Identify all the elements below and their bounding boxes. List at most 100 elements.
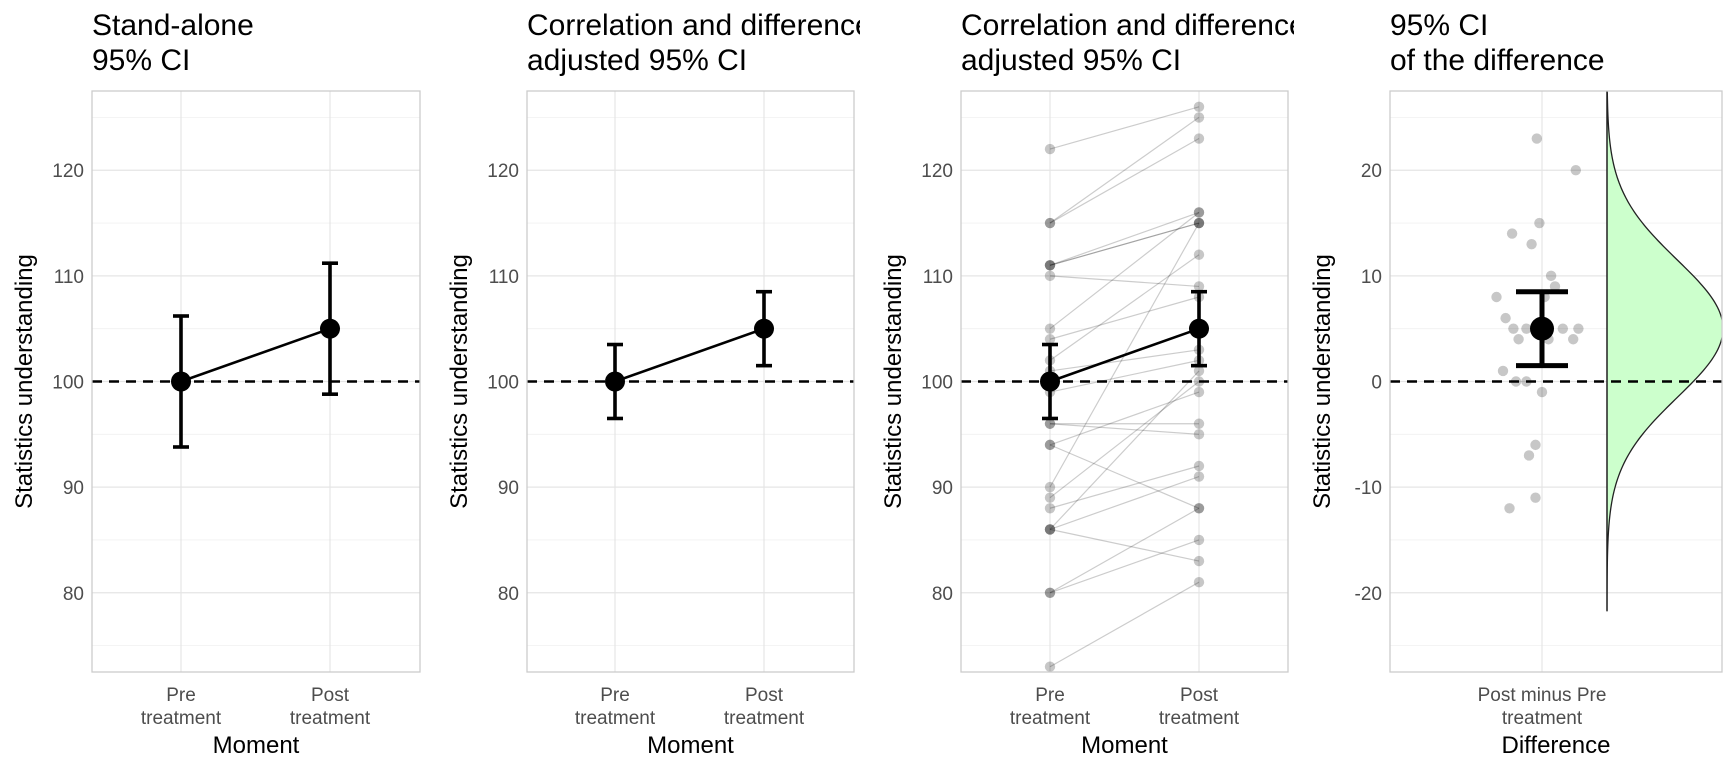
y-tick-label: 110 <box>54 267 84 288</box>
y-axis-title: Statistics understanding <box>446 254 473 509</box>
panel-border <box>91 90 421 673</box>
data-point <box>1506 228 1518 239</box>
paired-line <box>1049 254 1200 361</box>
paired-line <box>1049 528 1200 562</box>
y-tick-label: 120 <box>487 161 519 182</box>
data-point <box>1531 133 1543 144</box>
data-point <box>1044 481 1056 493</box>
data-point <box>1044 661 1056 672</box>
data-point <box>1044 260 1056 271</box>
mean-point <box>1040 371 1060 392</box>
data-point <box>1193 281 1205 292</box>
data-point <box>1523 450 1535 461</box>
data-point <box>1193 217 1205 229</box>
y-tick-label: 90 <box>63 478 84 499</box>
data-point <box>1193 429 1205 440</box>
data-point <box>1044 418 1056 429</box>
data-point <box>1044 587 1056 598</box>
y-tick-label: 110 <box>923 267 953 288</box>
y-tick-label: 120 <box>921 161 953 182</box>
data-point <box>1530 492 1541 503</box>
paired-line <box>1049 423 1200 435</box>
data-point <box>1044 217 1056 229</box>
data-point <box>1044 260 1056 271</box>
data-point <box>1530 439 1541 451</box>
y-tick-label: 80 <box>498 584 519 605</box>
panel-border <box>960 90 1289 673</box>
data-point <box>1193 555 1205 567</box>
panel-title-line: 95% CI <box>1390 9 1488 42</box>
data-point <box>1044 524 1056 535</box>
panel-title-line: adjusted 95% CI <box>961 44 1181 77</box>
x-tick-label: treatment <box>724 708 805 729</box>
panel-title-line: adjusted 95% CI <box>527 44 747 77</box>
paired-line <box>1049 465 1200 509</box>
y-tick-label: 100 <box>52 373 84 394</box>
data-point <box>1193 207 1205 218</box>
mean-line <box>180 327 331 383</box>
y-tick-label: 10 <box>1361 267 1382 288</box>
data-point <box>1193 133 1205 144</box>
y-tick-label: 20 <box>1361 161 1382 182</box>
paired-line <box>1049 476 1200 530</box>
y-axis-title: Statistics understanding <box>880 254 907 509</box>
paired-line <box>1049 222 1200 266</box>
plot-area <box>527 91 854 672</box>
panel-border <box>526 90 855 673</box>
data-point <box>1573 323 1584 334</box>
data-point <box>1193 101 1205 113</box>
y-tick-label: 0 <box>1371 373 1382 394</box>
x-tick-label: treatment <box>141 708 222 729</box>
x-tick-label: treatment <box>1159 708 1240 729</box>
mean-line <box>614 327 765 383</box>
mean-point <box>1530 316 1554 341</box>
panel-title-line: 95% CI <box>92 44 190 77</box>
data-point <box>1193 460 1205 472</box>
x-tick-label: treatment <box>575 708 656 729</box>
data-point <box>1193 503 1205 514</box>
data-point <box>1570 165 1582 176</box>
paired-line <box>1049 222 1200 266</box>
data-point <box>1193 577 1205 588</box>
data-point <box>1521 323 1532 334</box>
x-tick-label: Pre <box>166 685 196 706</box>
chart-panel-3: 8090100110120PretreatmentPosttreatmentMo… <box>880 9 1306 759</box>
chart-panel-1: 8090100110120PretreatmentPosttreatmentMo… <box>11 9 421 759</box>
data-point <box>1044 143 1056 155</box>
y-axis-title: Statistics understanding <box>11 254 38 509</box>
data-point <box>1044 524 1056 535</box>
paired-line <box>1049 116 1200 224</box>
panel-title-line: of the difference <box>1390 44 1605 77</box>
data-point <box>1044 323 1056 334</box>
mean-point <box>320 318 340 339</box>
paired-line <box>1049 211 1200 266</box>
x-tick-label: Post <box>1180 685 1219 706</box>
paired-line <box>1049 296 1200 340</box>
x-tick-label: treatment <box>1010 708 1091 729</box>
panel-title-line: Correlation and difference <box>961 9 1306 42</box>
data-point <box>1044 503 1056 514</box>
x-tick-label: Post <box>311 685 350 706</box>
panel-title-line: Correlation and difference <box>527 9 872 42</box>
paired-line <box>1049 381 1200 499</box>
panel-title-line: Stand-alone <box>92 9 254 42</box>
plot-area <box>92 91 420 672</box>
data-point <box>1491 291 1502 303</box>
data-point <box>1044 524 1056 535</box>
paired-line <box>1049 359 1200 393</box>
data-point <box>1549 281 1561 292</box>
paired-line <box>1049 275 1200 288</box>
x-axis-title: Moment <box>213 732 300 759</box>
paired-line <box>1049 539 1200 594</box>
data-point <box>1193 217 1205 229</box>
density-curve <box>1606 91 1722 612</box>
data-point <box>1044 260 1056 271</box>
y-tick-label: 90 <box>932 478 953 499</box>
paired-line <box>1049 444 1200 509</box>
y-tick-label: -20 <box>1355 584 1382 605</box>
